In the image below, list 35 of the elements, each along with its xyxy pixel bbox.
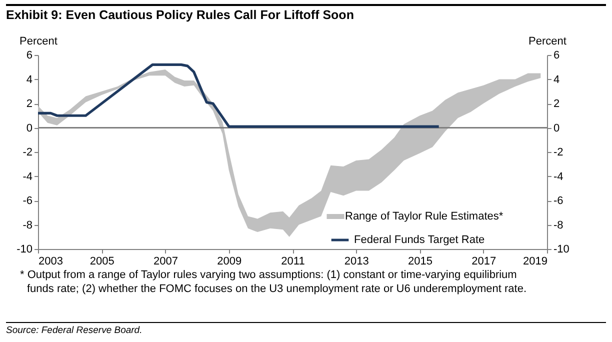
legend-label: Range of Taylor Rule Estimates*: [345, 210, 504, 222]
y-tick-label: 4: [26, 74, 32, 86]
text: * Output from a range of Taylor rules varying two assumptions: (1) constant or time-varying equilibrium funds rate; (2) whether the FOMC focuses on the U3 unemployment rate or U6 underemployment rate.: [20, 269, 527, 296]
y-tick-label: -8: [22, 219, 32, 232]
x-tick-label: 2007: [154, 256, 178, 268]
line-series: [36, 63, 440, 128]
y-tick-label: -2: [22, 146, 32, 158]
y2-tick-label: -4: [554, 170, 564, 183]
y-tick-label: 6: [26, 50, 32, 62]
chart-title: Exhibit 9: Even Cautious Policy Rules Call For Liftoff Soon: [6, 4, 606, 22]
x-tick-label: 2019: [523, 256, 548, 268]
legend-label: Federal Funds Target Rate: [354, 234, 485, 246]
x-tick-label: 2003: [38, 256, 63, 268]
y2-tick-label: -6: [554, 195, 564, 207]
source-note: Source: Federal Reserve Board.: [6, 322, 606, 336]
y-tick-label: -6: [22, 195, 32, 207]
y2-tick-label: 2: [554, 98, 560, 110]
y2-tick-label: -2: [554, 146, 564, 158]
y-tick-label: 0: [26, 122, 32, 134]
x-tick-label: 2011: [281, 256, 305, 268]
y-axis-title: Percent: [20, 36, 58, 48]
x-tick-label: 2013: [344, 256, 369, 268]
x-tick-label: 2005: [90, 256, 114, 268]
x-tick-label: 2017: [472, 256, 496, 268]
y2-tick-label: -10: [554, 244, 570, 256]
y2-axis-title: Percent: [528, 36, 566, 48]
y-tick-label: -4: [22, 170, 32, 183]
x-tick-label: 2009: [217, 256, 242, 268]
y2-tick-label: 4: [554, 74, 560, 86]
y2-tick-label: 0: [554, 122, 560, 134]
y2-tick-label: 6: [554, 50, 560, 62]
x-tick-label: 2015: [408, 256, 432, 268]
y-tick-label: -10: [16, 244, 32, 256]
y-tick-label: 2: [26, 98, 32, 110]
y2-tick-label: -8: [554, 219, 564, 232]
